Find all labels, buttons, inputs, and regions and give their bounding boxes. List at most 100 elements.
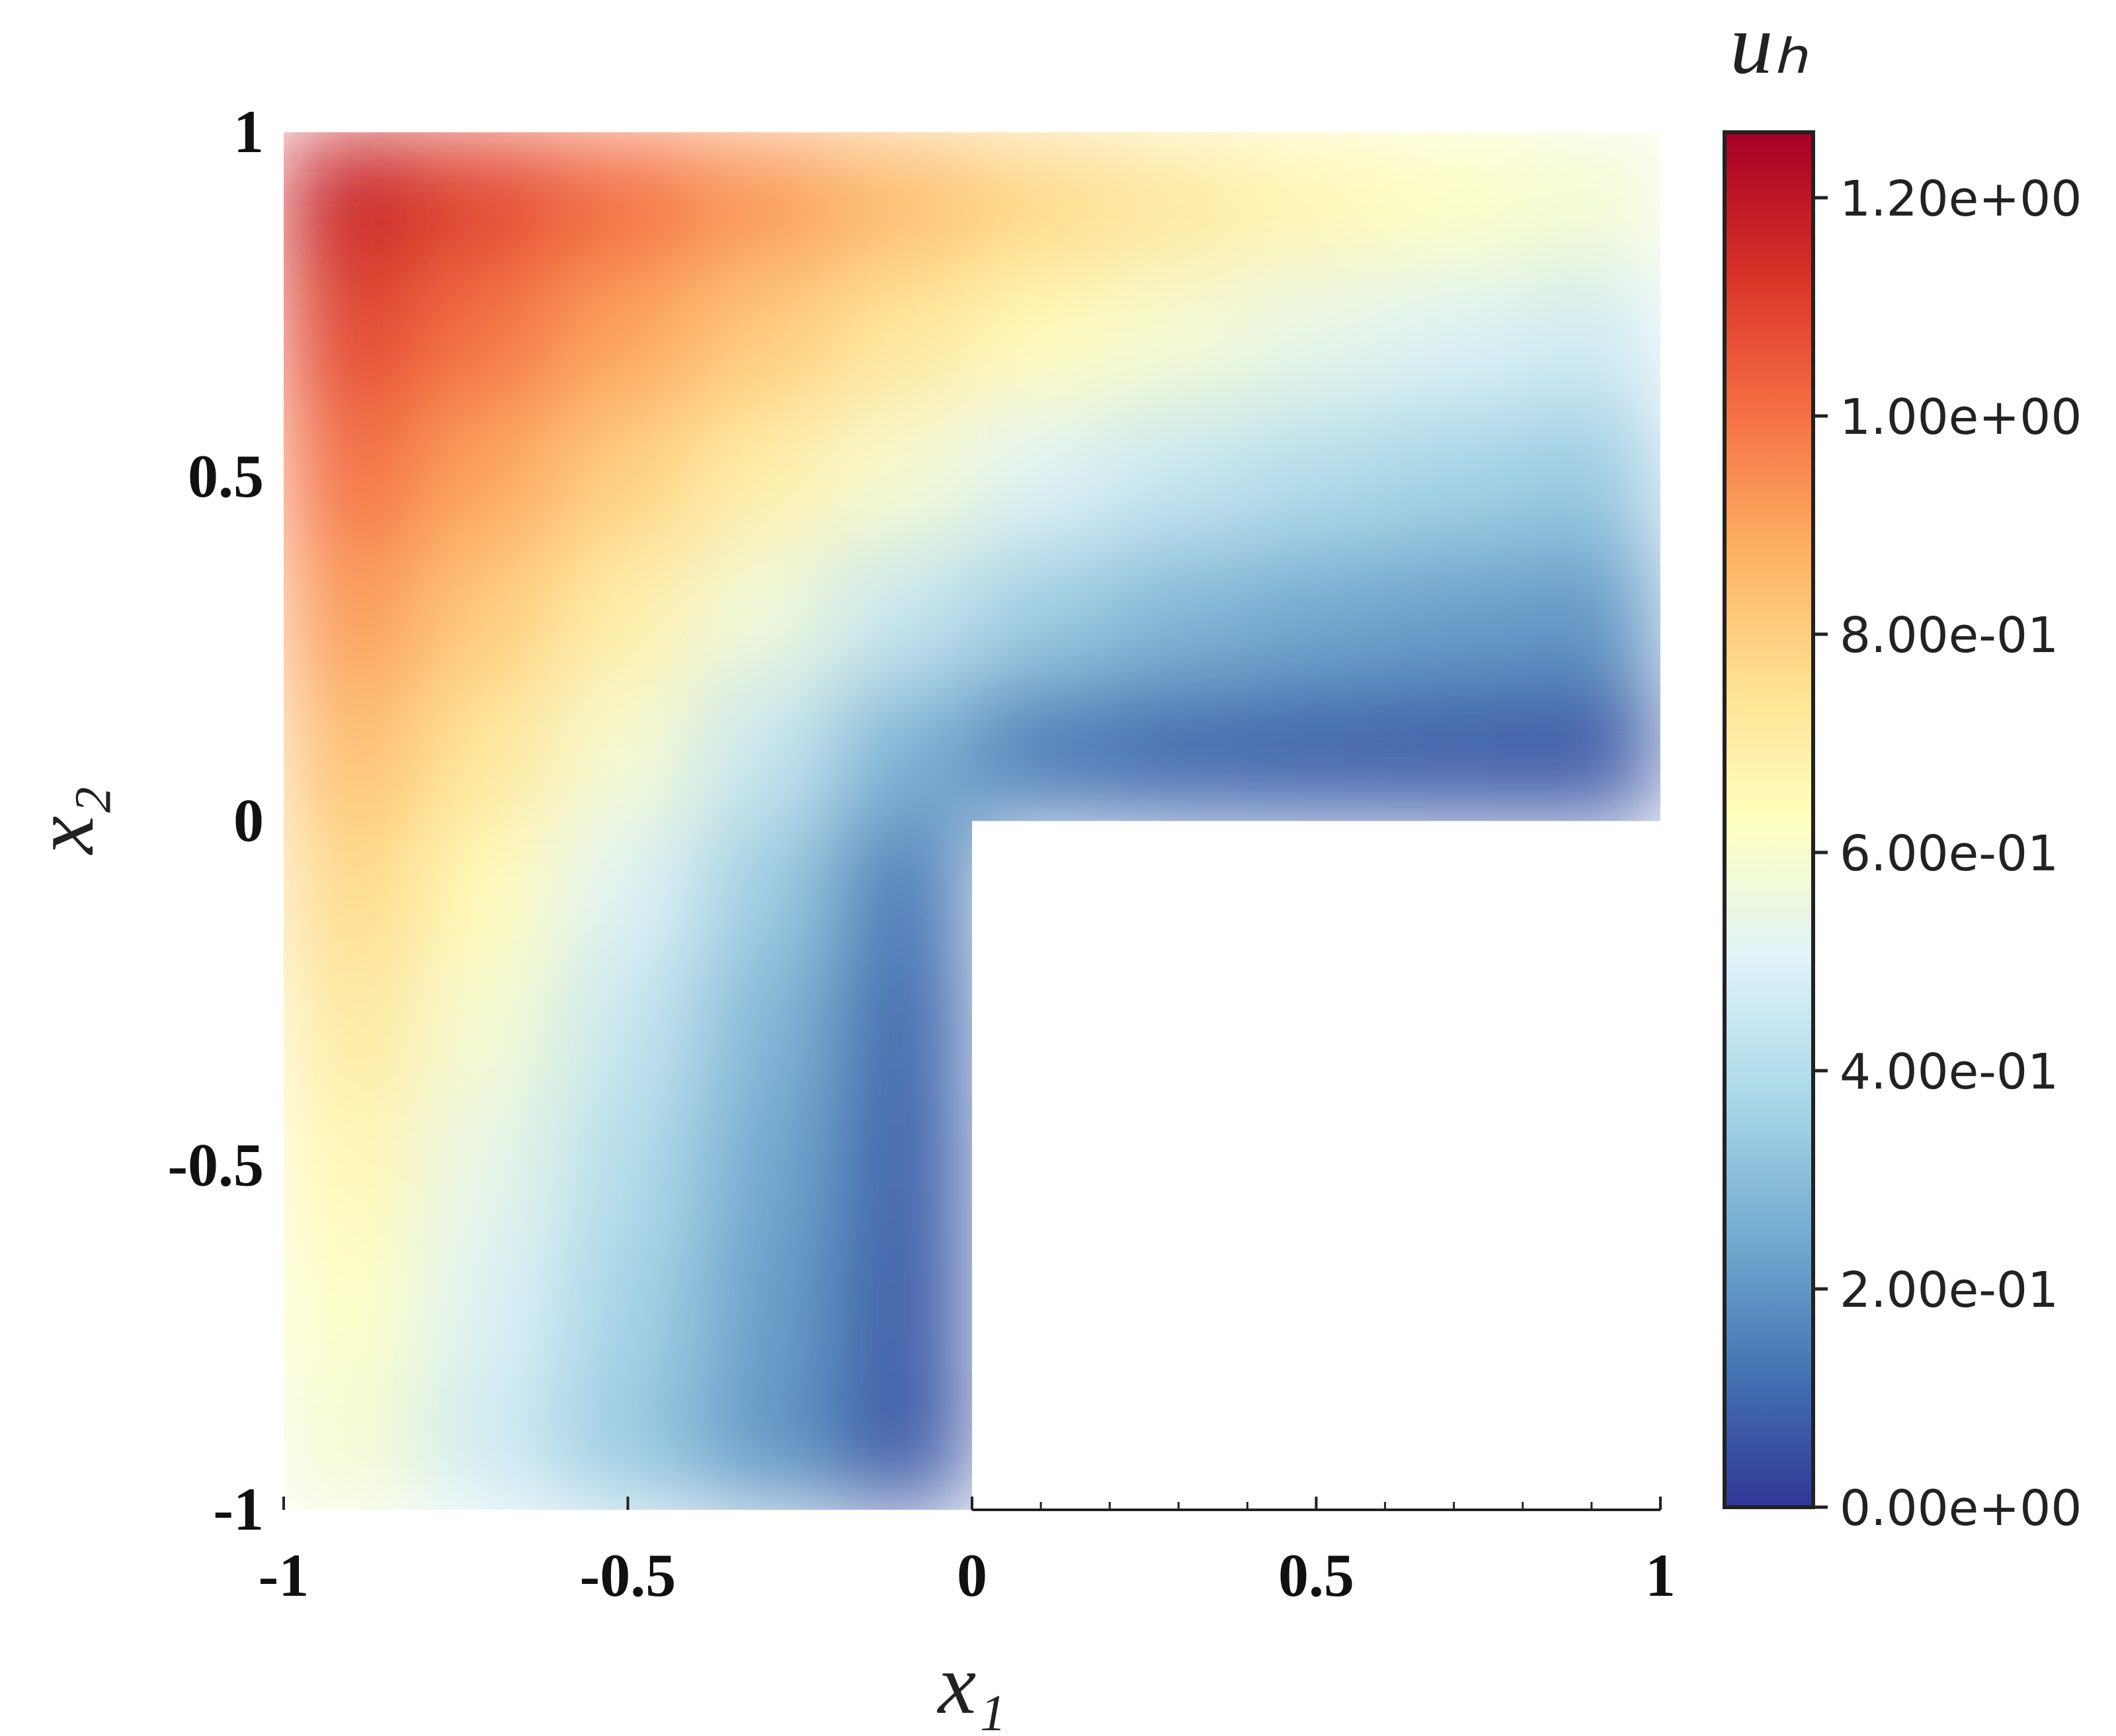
field-cell — [558, 821, 698, 960]
field-cell — [421, 682, 559, 821]
y-tick-label: 1 — [233, 98, 264, 165]
field-cell — [421, 1096, 559, 1235]
field-cell — [1109, 545, 1248, 684]
y-axis-label: x₂ — [17, 786, 112, 856]
y-tick-label: 0 — [233, 787, 264, 854]
field-cell — [558, 545, 698, 684]
field-cell — [558, 682, 698, 821]
field-cell — [1246, 269, 1386, 409]
field-cell — [284, 269, 422, 409]
colorbar-tick-label: 1.20e+00 — [1840, 171, 2082, 227]
field-cell — [834, 269, 973, 409]
field-cell — [1522, 682, 1660, 821]
field-cell — [1522, 132, 1660, 270]
field-cell — [1246, 682, 1386, 821]
field-cell — [834, 821, 973, 960]
field-cell — [421, 821, 559, 960]
field-cell — [1522, 269, 1660, 409]
field-cell — [1109, 132, 1248, 270]
field-cell — [421, 958, 559, 1097]
field-cell — [284, 132, 422, 270]
field-cell — [284, 1372, 422, 1510]
field-cell — [284, 821, 422, 960]
field-cell — [421, 1233, 559, 1373]
field-cell — [421, 132, 559, 270]
field-cell — [1109, 682, 1248, 821]
field-cell — [696, 545, 835, 684]
colorbar-tick-label: 1.00e+00 — [1840, 389, 2082, 446]
field-cell — [1522, 545, 1660, 684]
field-cell — [1385, 407, 1524, 546]
field-cell — [284, 1233, 422, 1373]
field-cell — [558, 269, 698, 409]
field-cell — [834, 132, 973, 270]
colorbar-tick-label: 6.00e-01 — [1840, 825, 2058, 882]
field-cell — [696, 1096, 835, 1235]
x-tick-label: 0 — [957, 1542, 987, 1609]
x-tick-label: -0.5 — [580, 1542, 676, 1609]
field-cell — [834, 1372, 973, 1510]
x-tick-label: -1 — [259, 1542, 309, 1609]
field-cell — [834, 1233, 973, 1373]
field-cell — [971, 682, 1110, 821]
field-cell — [834, 958, 973, 1097]
field-cell — [284, 1096, 422, 1235]
field-cell — [696, 682, 835, 821]
field-cell — [1109, 407, 1248, 546]
field-cell — [558, 1096, 698, 1235]
field-cell — [834, 407, 973, 546]
field-cell — [284, 407, 422, 546]
field-cell — [696, 1372, 835, 1510]
colorbar-tick-label: 4.00e-01 — [1840, 1044, 2058, 1100]
field-cell — [971, 545, 1110, 684]
field-cell — [284, 682, 422, 821]
field-cell — [1385, 682, 1524, 821]
colorbar-tick-label: 0.00e+00 — [1840, 1480, 2082, 1537]
field-cell — [284, 545, 422, 684]
field-cell — [1246, 407, 1386, 546]
field-cell — [421, 269, 559, 409]
field-cell — [421, 545, 559, 684]
field-cell — [1246, 132, 1386, 270]
field-cell — [696, 132, 835, 270]
field-cell — [1385, 545, 1524, 684]
x-axis-label: x₁ — [937, 1637, 1006, 1732]
field-cell — [834, 682, 973, 821]
field-cell — [558, 407, 698, 546]
y-tick-label: -0.5 — [167, 1131, 264, 1198]
y-tick-label: 0.5 — [188, 442, 264, 510]
field-cell — [558, 958, 698, 1097]
x-tick-label: 1 — [1645, 1542, 1676, 1609]
colorbar-label: uₕ — [1730, 0, 1808, 92]
field-cells — [284, 132, 1660, 1510]
field-cell — [696, 269, 835, 409]
field-cell — [421, 407, 559, 546]
field-cell — [558, 1233, 698, 1373]
field-cell — [558, 1372, 698, 1510]
field-cell — [284, 958, 422, 1097]
colorbar-tick-label: 2.00e-01 — [1840, 1262, 2058, 1319]
field — [284, 132, 1660, 1510]
field-cell — [971, 132, 1110, 270]
field-cell — [696, 1233, 835, 1373]
colorbar — [1723, 130, 1815, 1509]
colorbar-tick-label: 8.00e-01 — [1840, 607, 2058, 664]
field-cell — [834, 1096, 973, 1235]
field-cell — [696, 958, 835, 1097]
y-tick-label: -1 — [213, 1475, 264, 1543]
field-cell — [696, 407, 835, 546]
field-cell — [1385, 269, 1524, 409]
field-cell — [971, 269, 1110, 409]
x-tick-label: 0.5 — [1278, 1542, 1354, 1609]
field-cell — [1385, 132, 1524, 270]
field-cell — [558, 132, 698, 270]
field-cell — [1109, 269, 1248, 409]
field-cell — [834, 545, 973, 684]
field-cell — [1522, 407, 1660, 546]
field-cell — [421, 1372, 559, 1510]
field-cell — [1246, 545, 1386, 684]
field-cell — [696, 821, 835, 960]
field-cell — [971, 407, 1110, 546]
